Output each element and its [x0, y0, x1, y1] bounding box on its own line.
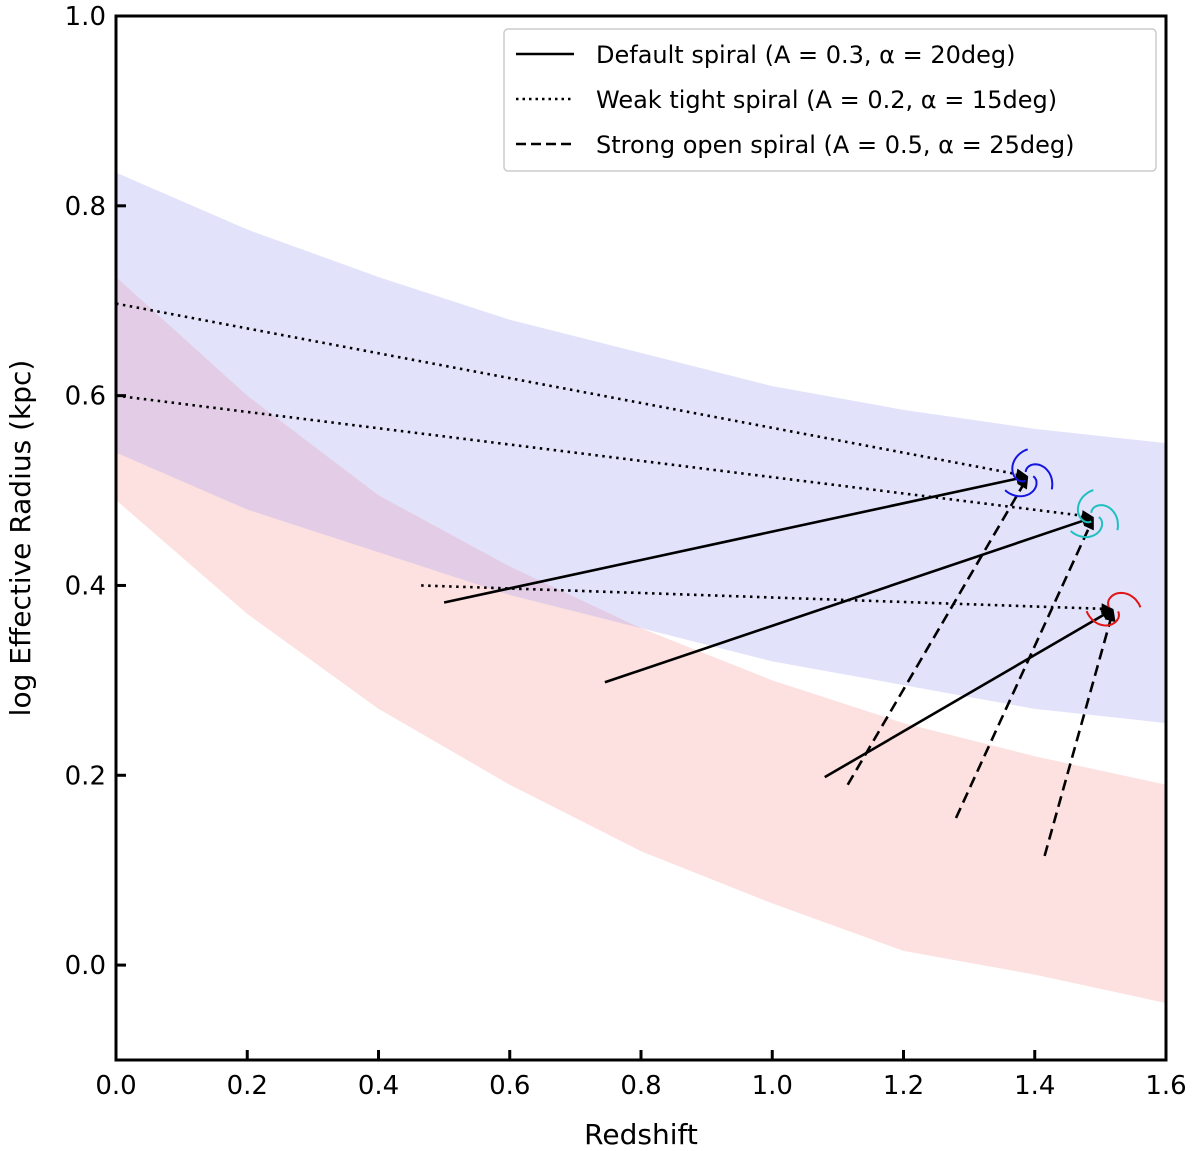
series-default-1: [443, 476, 1022, 604]
cyan-galaxy-arm: [1070, 516, 1104, 539]
series-strong-2: [954, 523, 1092, 819]
x-tick-label: 0.4: [358, 1071, 399, 1101]
y-axis-label: log Effective Radius (kpc): [4, 360, 37, 717]
y-tick-label: 0.2: [65, 761, 106, 791]
x-tick-label: 0.8: [620, 1071, 661, 1101]
y-tick-label: 0.6: [65, 382, 106, 412]
legend-label-strong: Strong open spiral (A = 0.5, α = 25deg): [596, 131, 1074, 159]
blue-galaxy-arm: [1011, 448, 1029, 483]
blue-galaxy-arm: [1004, 475, 1038, 498]
legend-label-weak: Weak tight spiral (A = 0.2, α = 15deg): [596, 86, 1057, 114]
cyan-galaxy: [1070, 489, 1119, 539]
blue-galaxy-arm: [1024, 463, 1054, 490]
series-weak-2: [116, 394, 1087, 518]
cyan-galaxy-arm: [1076, 489, 1094, 524]
y-tick-label: 0.8: [65, 192, 106, 222]
galaxy-glyphs: [1004, 448, 1142, 627]
x-tick-label: 1.4: [1014, 1071, 1055, 1101]
cyan-galaxy-arm: [1090, 504, 1119, 531]
x-tick-label: 1.6: [1145, 1071, 1186, 1101]
red-galaxy: [1085, 591, 1142, 627]
y-tick-label: 0.4: [65, 571, 106, 601]
series-strong-1: [846, 481, 1026, 786]
red-band: [116, 277, 1166, 1004]
legend: Default spiral (A = 0.3, α = 20deg) Weak…: [503, 28, 1157, 172]
blue-galaxy: [1004, 448, 1054, 498]
series-weak-3: [421, 584, 1107, 611]
plot-area: [116, 172, 1166, 1004]
x-tick-label: 0.0: [95, 1071, 136, 1101]
arrowhead-weak-2: [1081, 510, 1094, 522]
arrowhead-weak-3: [1101, 603, 1114, 615]
series-default-2: [604, 518, 1088, 684]
x-tick-label: 1.2: [883, 1071, 924, 1101]
legend-box: [503, 28, 1157, 172]
y-tick-label: 1.0: [65, 2, 106, 32]
arrowhead-weak-1: [1015, 468, 1029, 480]
arrowhead-strong-2: [1083, 517, 1094, 531]
x-tick-label: 1.0: [752, 1071, 793, 1101]
arrowhead-strong-3: [1104, 609, 1116, 623]
x-axis-label: Redshift: [584, 1118, 698, 1151]
red-galaxy-arm: [1085, 610, 1120, 627]
red-galaxy-arm: [1107, 591, 1142, 608]
series-default-3: [824, 611, 1108, 779]
y-tick-label: 0.0: [65, 951, 106, 981]
blue-band: [116, 172, 1166, 724]
axis-ticks: 0.0 0.2 0.4 0.6 0.8 1.0 1.2 1.4 1.6 0.0 0.2 0.4 0.6 0…: [65, 2, 1187, 1101]
x-tick-label: 0.2: [227, 1071, 268, 1101]
legend-label-default: Default spiral (A = 0.3, α = 20deg): [596, 41, 1016, 69]
arrowhead-strong-1: [1017, 476, 1029, 490]
series-strong-3: [1043, 615, 1113, 857]
x-tick-label: 0.6: [489, 1071, 530, 1101]
